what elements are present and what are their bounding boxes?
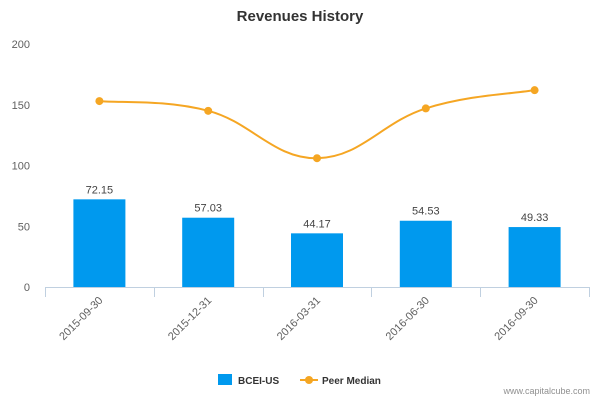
x-tick-label: 2016-09-30 [492,295,540,343]
y-tick-label: 0 [24,282,30,294]
bar [73,199,126,287]
line-point [95,97,104,106]
line-point [530,86,539,95]
bar-data-label: 54.53 [412,206,440,218]
legend-label: Peer Median [322,376,381,387]
y-tick-label: 50 [18,221,30,233]
credit-text: www.capitalcube.com [502,386,590,396]
bar-series [73,199,561,287]
legend: BCEI-US Peer Median [218,374,381,387]
line-point [204,106,213,115]
chart-title: Revenues History [237,8,364,25]
bar [291,233,343,287]
legend-swatch-bar [218,374,232,385]
line-point [421,104,430,113]
bar [399,220,452,287]
bar-data-label: 44.17 [303,218,331,230]
legend-swatch-marker [305,376,313,384]
x-tick-label: 2015-12-31 [166,295,214,343]
bar [182,217,235,287]
bar-data-label: 72.15 [86,184,114,196]
y-tick-label: 100 [12,161,30,173]
y-tick-label: 200 [12,39,30,51]
data-labels: 72.15 57.03 44.17 54.53 49.33 [86,184,549,230]
legend-label: BCEI-US [238,376,279,387]
line-series [95,86,539,163]
y-tick-label: 150 [12,100,30,112]
x-tick-label: 2015-09-30 [57,295,105,343]
line-point [313,154,321,163]
x-tick-label: 2016-06-30 [384,295,432,343]
bar [508,227,561,287]
bar-data-label: 49.33 [521,212,549,224]
bar-data-label: 57.03 [194,203,222,215]
peer-median-line [99,89,535,160]
x-tick-label: 2016-03-31 [275,295,323,343]
